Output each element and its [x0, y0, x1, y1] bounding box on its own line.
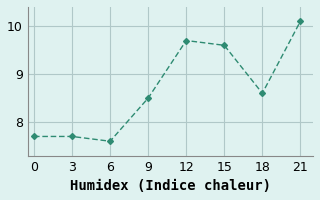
- X-axis label: Humidex (Indice chaleur): Humidex (Indice chaleur): [70, 179, 271, 193]
